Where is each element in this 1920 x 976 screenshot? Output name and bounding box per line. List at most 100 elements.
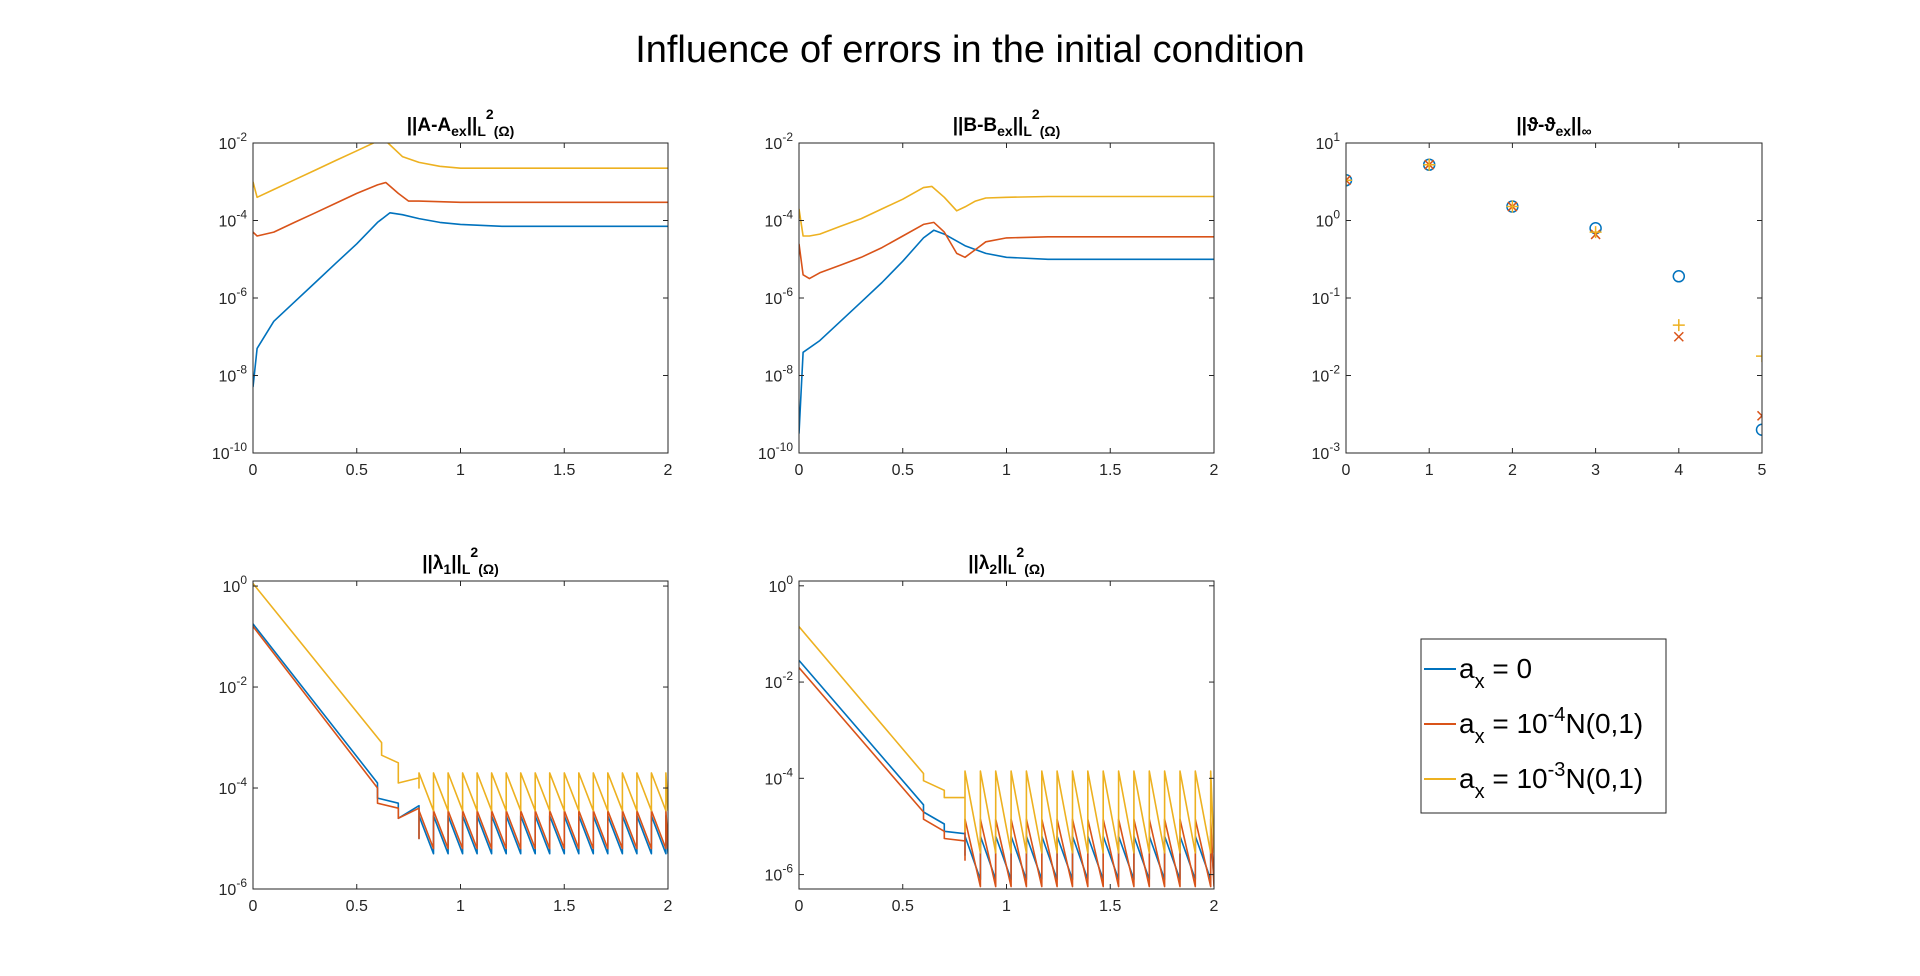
x-tick-label: 0 bbox=[249, 898, 258, 915]
series-1 bbox=[253, 623, 668, 855]
y-tick-base: 10 bbox=[765, 771, 783, 788]
title-part: (Ω) bbox=[494, 123, 515, 139]
legend-exp: -3 bbox=[1548, 759, 1566, 781]
title-part: ||B-B bbox=[953, 115, 997, 136]
y-tick-base: 10 bbox=[219, 214, 237, 231]
series-2 bbox=[799, 667, 1214, 888]
series-line bbox=[253, 623, 668, 855]
legend-base: a bbox=[1459, 708, 1475, 739]
y-tick-label: 10-4 bbox=[219, 775, 248, 798]
legend-label: ax = 10-3N(0,1) bbox=[1459, 759, 1643, 803]
data-point bbox=[1672, 270, 1686, 283]
legend-label: ax = 10-4N(0,1) bbox=[1459, 704, 1643, 748]
title-part: (Ω) bbox=[1040, 123, 1061, 139]
legend-base: a bbox=[1459, 653, 1475, 684]
x-tick-label: 1 bbox=[1002, 462, 1011, 479]
y-tick-label: 10-4 bbox=[765, 208, 794, 231]
title-part: || bbox=[467, 115, 478, 136]
series-1 bbox=[253, 212, 668, 388]
y-tick-base: 10 bbox=[223, 579, 241, 596]
x-tick-label: 1 bbox=[1002, 898, 1011, 915]
subplot-title: ||A-Aex||L2(Ω) bbox=[407, 106, 515, 139]
series-line bbox=[799, 667, 1214, 888]
data-point bbox=[1423, 158, 1436, 171]
series-3 bbox=[799, 185, 1214, 237]
y-tick-label: 100 bbox=[223, 573, 248, 596]
title-part: 2 bbox=[989, 561, 997, 577]
y-tick-base: 10 bbox=[1316, 136, 1334, 153]
y-tick-exp: -3 bbox=[1329, 440, 1340, 454]
legend-text: N(0,1) bbox=[1565, 708, 1643, 739]
y-tick-label: 10-10 bbox=[758, 440, 793, 463]
y-tick-label: 10-4 bbox=[219, 208, 248, 231]
title-part: || bbox=[451, 553, 462, 574]
series-3 bbox=[253, 143, 668, 199]
title-part: ∞ bbox=[1582, 123, 1592, 139]
y-tick-label: 10-6 bbox=[765, 285, 794, 308]
y-tick-base: 10 bbox=[219, 680, 237, 697]
x-tick-label: 2 bbox=[1508, 462, 1517, 479]
y-tick-label: 10-2 bbox=[765, 130, 794, 153]
title-part: 2 bbox=[1016, 544, 1024, 560]
y-tick-base: 10 bbox=[1316, 214, 1334, 231]
series-line bbox=[799, 185, 1214, 237]
data-point bbox=[1672, 319, 1685, 332]
title-part: ||ϑ-ϑ bbox=[1516, 115, 1556, 136]
y-tick-exp: -2 bbox=[1329, 363, 1340, 377]
x-tick-label: 0.5 bbox=[892, 898, 914, 915]
series-line bbox=[253, 212, 668, 388]
y-tick-label: 100 bbox=[1316, 208, 1341, 231]
series-3 bbox=[1346, 158, 1762, 363]
y-tick-exp: -2 bbox=[236, 130, 247, 144]
y-tick-exp: -6 bbox=[782, 285, 793, 299]
series-2 bbox=[253, 181, 668, 237]
x-tick-label: 1 bbox=[456, 898, 465, 915]
y-tick-label: 10-3 bbox=[1312, 440, 1341, 463]
legend-sub: x bbox=[1475, 781, 1485, 803]
x-tick-label: 1.5 bbox=[1099, 898, 1121, 915]
y-tick-label: 10-2 bbox=[1312, 363, 1341, 386]
y-tick-label: 101 bbox=[1316, 130, 1341, 153]
legend-label: ax = 0 bbox=[1459, 653, 1532, 693]
y-tick-label: 10-2 bbox=[765, 669, 794, 692]
title-part: 2 bbox=[1032, 106, 1040, 122]
data-point bbox=[1756, 350, 1762, 363]
y-tick-exp: 0 bbox=[240, 573, 247, 587]
y-tick-label: 10-2 bbox=[219, 674, 248, 697]
y-tick-label: 10-1 bbox=[1312, 285, 1341, 308]
legend-base: a bbox=[1459, 763, 1475, 794]
y-tick-base: 10 bbox=[758, 446, 776, 463]
y-tick-exp: -6 bbox=[782, 862, 793, 876]
y-tick-label: 10-8 bbox=[219, 363, 248, 386]
y-tick-exp: -8 bbox=[782, 363, 793, 377]
y-tick-base: 10 bbox=[1312, 291, 1330, 308]
title-part: ||A-A bbox=[407, 115, 452, 136]
series-1 bbox=[1346, 158, 1762, 436]
title-part: || bbox=[997, 553, 1008, 574]
x-tick-label: 0 bbox=[795, 462, 804, 479]
series-line bbox=[799, 229, 1214, 434]
title-part: ||λ bbox=[968, 553, 990, 574]
title-part: ex bbox=[1555, 123, 1571, 139]
y-tick-exp: -2 bbox=[782, 669, 793, 683]
axes-layer: ||A-Aex||L2(Ω)0 0.5 1 1.5 210-1010-810-610-4… bbox=[212, 106, 1767, 915]
data-point bbox=[1755, 423, 1762, 436]
title-part: || bbox=[1571, 115, 1582, 136]
y-tick-exp: -6 bbox=[236, 285, 247, 299]
subplot-title: ||λ2||L2(Ω) bbox=[968, 544, 1045, 577]
y-tick-base: 10 bbox=[219, 136, 237, 153]
title-part: ex bbox=[451, 123, 467, 139]
y-tick-base: 10 bbox=[219, 882, 237, 899]
series-line bbox=[253, 582, 668, 812]
title-part: 1 bbox=[443, 561, 451, 577]
y-tick-exp: -4 bbox=[236, 775, 247, 789]
y-tick-exp: -4 bbox=[782, 208, 793, 222]
title-part: L bbox=[462, 561, 471, 577]
x-tick-label: 5 bbox=[1758, 462, 1767, 479]
title-part: ||λ bbox=[422, 553, 444, 574]
y-tick-exp: -6 bbox=[236, 876, 247, 890]
y-tick-label: 10-6 bbox=[219, 876, 248, 899]
series-1 bbox=[799, 229, 1214, 434]
